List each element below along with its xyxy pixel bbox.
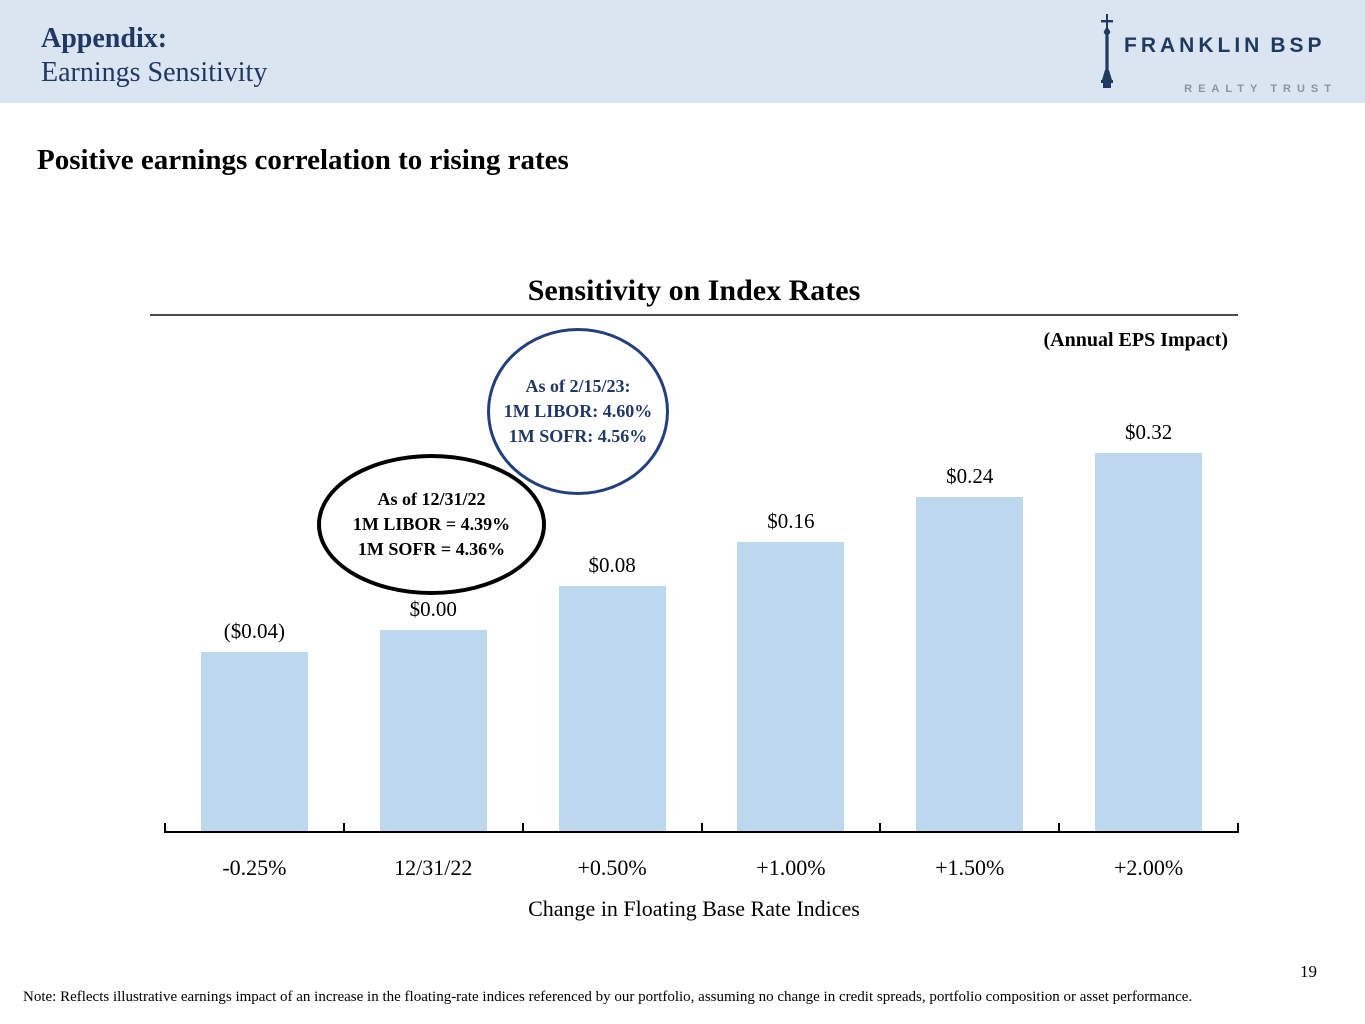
annotation-circle-line3: 1M SOFR: 4.56% xyxy=(508,426,648,446)
annotation-ellipse-line1: As of 12/31/22 xyxy=(377,489,486,509)
slide-header: Appendix: Earnings Sensitivity FRANKLIN … xyxy=(0,0,1365,103)
bar xyxy=(200,652,308,833)
chart-title-underline xyxy=(150,314,1238,316)
footnote: Note: Reflects illustrative earnings imp… xyxy=(23,989,1193,1005)
bar-value-label: $0.16 xyxy=(767,509,815,533)
headline: Positive earnings correlation to rising … xyxy=(37,144,569,176)
logo-brand-right: BSP xyxy=(1270,34,1326,57)
eps-units-label: (Annual EPS Impact) xyxy=(1043,329,1228,351)
annotation-ellipse: As of 12/31/22 1M LIBOR = 4.39% 1M SOFR … xyxy=(317,454,546,595)
axis-tick xyxy=(342,823,345,833)
category-label: 12/31/22 xyxy=(394,855,473,880)
annotation-circle: As of 2/15/23: 1M LIBOR: 4.60% 1M SOFR: … xyxy=(487,328,669,495)
chart-title: Sensitivity on Index Rates xyxy=(527,274,861,307)
logo-subtitle-left: REALTY xyxy=(1184,83,1264,95)
bar xyxy=(916,497,1024,833)
slide-title-line2: Earnings Sensitivity xyxy=(41,57,268,89)
slide-title-line1: Appendix: xyxy=(41,23,168,54)
bar-value-label: $0.24 xyxy=(946,464,994,488)
bar xyxy=(737,542,845,833)
axis-tick xyxy=(879,823,882,833)
logo-subtitle-right: TRUST xyxy=(1270,83,1337,95)
bar xyxy=(379,630,487,833)
axis-tick xyxy=(164,823,166,833)
category-label: +0.50% xyxy=(577,855,647,880)
axis-tick xyxy=(700,823,703,833)
category-label: +2.00% xyxy=(1113,855,1184,880)
brand-logo: FRANKLIN BSP REALTY TRUST xyxy=(1097,14,1337,95)
bar-value-label: $0.32 xyxy=(1124,420,1173,444)
lamppost-icon xyxy=(1097,14,1117,95)
category-label: +1.50% xyxy=(935,855,1005,880)
annotation-circle-line1: As of 2/15/23: xyxy=(525,376,631,396)
annotation-ellipse-line2: 1M LIBOR = 4.39% xyxy=(352,514,511,534)
slide-title-block: Appendix: Earnings Sensitivity xyxy=(41,22,267,90)
logo-brand-left: FRANKLIN xyxy=(1124,34,1264,57)
bar-value-label: $0.00 xyxy=(409,597,457,621)
annotation-ellipse-line3: 1M SOFR = 4.36% xyxy=(357,539,506,559)
bar xyxy=(1095,453,1203,833)
bar xyxy=(558,586,666,833)
axis-tick xyxy=(521,823,524,833)
bar-value-label: ($0.04) xyxy=(223,619,286,643)
bar-value-label: $0.08 xyxy=(588,553,636,577)
annotation-circle-line2: 1M LIBOR: 4.60% xyxy=(503,401,653,421)
page-number: 19 xyxy=(1300,962,1317,981)
axis-tick xyxy=(1237,823,1239,833)
category-label: -0.25% xyxy=(222,855,287,880)
x-axis-title: Change in Floating Base Rate Indices xyxy=(528,896,860,921)
category-label: +1.00% xyxy=(756,855,826,880)
axis-tick xyxy=(1058,823,1061,833)
